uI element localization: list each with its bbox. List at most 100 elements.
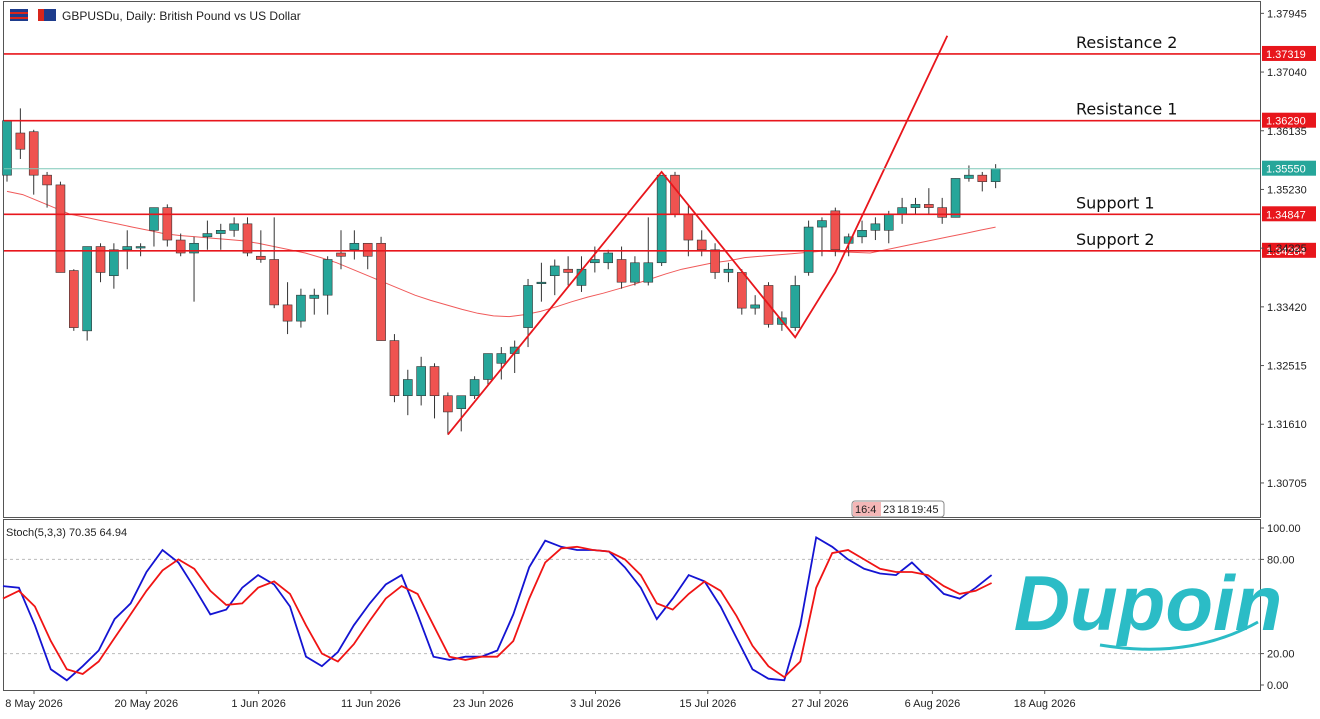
candle-body (683, 213, 694, 241)
trend-zigzag-line (447, 35, 949, 436)
dupoin-logo: Dupoin (1014, 559, 1283, 647)
y-tick-label: 1.30705 (1267, 478, 1307, 490)
y-tick-label: 1.36135 (1267, 126, 1307, 138)
level-price-label: 1.34284 (1266, 246, 1306, 258)
y-tick-label: 1.35230 (1267, 184, 1307, 196)
candle-body (523, 285, 533, 328)
time-badge-3: 18 (897, 504, 909, 516)
x-tick-label: 18 Aug 2026 (1014, 698, 1076, 710)
main-panel-frame (3, 1, 1261, 518)
candle-body (95, 246, 106, 273)
level-label: Support 2 (1076, 230, 1155, 249)
candle-body (630, 262, 640, 283)
level-price-label: 1.37319 (1266, 49, 1306, 61)
time-badges: 16:4 23 18 19:45 (851, 500, 945, 518)
candle-body (42, 174, 52, 186)
y-tick-label: 1.33420 (1267, 302, 1307, 314)
x-tick-label: 11 Jun 2026 (341, 698, 401, 710)
stoch-tick-label: 0.00 (1267, 680, 1288, 692)
candle-body (202, 233, 213, 238)
candle-body (897, 207, 907, 215)
candle-body (376, 242, 386, 341)
candle-body (536, 281, 547, 285)
candle-body (964, 174, 974, 179)
candle-body (215, 230, 226, 234)
levels-layer: Resistance 2 1.37319 Resistance 1 1.36290 Su… (4, 33, 1316, 258)
candle-body (496, 353, 507, 364)
time-badge-4: 19:45 (911, 504, 939, 516)
stoch-panel-frame (3, 519, 1261, 691)
y-tick-label: 1.37945 (1267, 8, 1307, 20)
time-axis: 8 May 2026 20 May 2026 1 Jun 2026 11 Jun 20… (5, 690, 1076, 710)
candle-body (736, 272, 747, 309)
price-axis: 1.37945 1.37040 1.36135 1.35230 1.34325 1.334… (4, 8, 1316, 490)
stoch-tick-label: 20.00 (1267, 649, 1295, 661)
stoch-tick-label: 80.00 (1267, 554, 1295, 566)
candle-body (977, 174, 988, 182)
logo-swoosh (1099, 620, 1259, 651)
candle-body (362, 242, 373, 257)
y-tick-label: 1.37040 (1267, 67, 1307, 79)
candle-body (242, 223, 253, 254)
chart-title: GBPUSDu, Daily: British Pound vs US Doll… (62, 9, 301, 23)
stoch-title: Stoch(5,3,3) 70.35 64.94 (6, 527, 127, 539)
x-tick-label: 15 Jul 2026 (679, 698, 736, 710)
candle-body (322, 259, 333, 296)
candle-body (803, 226, 814, 273)
header-icons (10, 9, 56, 21)
x-tick-label: 27 Jul 2026 (792, 698, 849, 710)
candle-body (269, 259, 280, 306)
candle-body (857, 230, 867, 238)
candle-body (429, 366, 440, 397)
candle-body (122, 246, 133, 251)
candle-body (590, 259, 600, 264)
level-label: Support 1 (1076, 193, 1155, 212)
candle-body (830, 210, 841, 251)
candle-body (469, 379, 480, 397)
candle-body (55, 184, 66, 273)
candle-body (603, 252, 614, 264)
candle-body (870, 223, 881, 231)
chart-menu-icon[interactable] (10, 9, 28, 21)
candle-body (710, 249, 720, 273)
candle-body (389, 340, 400, 397)
x-tick-label: 1 Jun 2026 (231, 698, 285, 710)
bid-price-badge (1262, 160, 1316, 176)
stoch-tick-label: 100.00 (1267, 523, 1301, 535)
stoch-k-line (2, 535, 993, 682)
level-label: Resistance 1 (1076, 100, 1177, 119)
candle-body (28, 131, 39, 176)
level-price-badge (1262, 206, 1316, 222)
candle-body (189, 242, 199, 254)
x-tick-label: 20 May 2026 (114, 698, 178, 710)
candle-body (910, 204, 921, 208)
y-tick-label: 1.31610 (1267, 419, 1307, 431)
candle-body (309, 294, 320, 299)
candle-body (416, 366, 426, 397)
level-price-label: 1.34847 (1266, 209, 1306, 221)
stochastic-layer: 100.00 80.00 20.00 0.00 (2, 523, 1301, 692)
candle-body (296, 294, 306, 322)
candle-body (924, 204, 934, 208)
level-price-badge (1262, 112, 1316, 128)
x-tick-label: 23 Jun 2026 (453, 698, 514, 710)
candle-body (336, 252, 346, 257)
level-price-label: 1.36290 (1266, 116, 1306, 128)
y-tick-label: 1.34325 (1267, 243, 1307, 255)
candle-body (790, 285, 801, 328)
candle-body (456, 395, 467, 409)
candle-body (643, 262, 654, 283)
level-price-badge (1262, 45, 1316, 61)
candle-body (82, 246, 92, 332)
candle-body (15, 132, 26, 150)
candle-body (696, 239, 707, 251)
candle-body (135, 246, 146, 249)
candle-body (549, 265, 560, 277)
candle-body (175, 239, 186, 254)
candle-body (109, 249, 119, 277)
time-badge-1: 16:4 (855, 504, 876, 516)
zigzag-layer (447, 35, 949, 436)
candle-body (229, 223, 239, 231)
